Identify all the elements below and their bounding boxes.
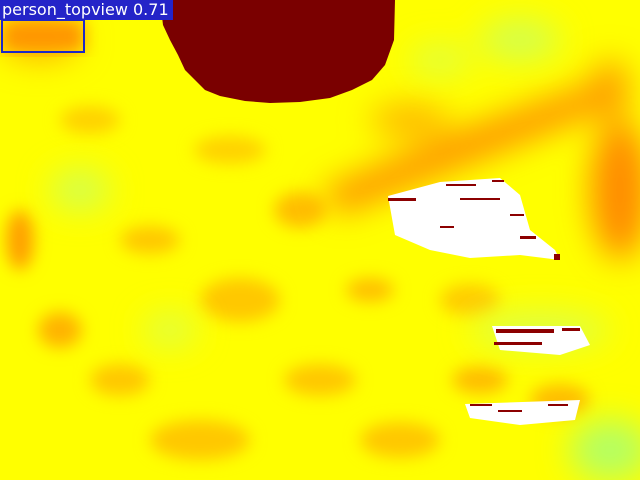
warm-regions <box>6 106 590 460</box>
detection-box <box>1 19 85 53</box>
detection-confidence: 0.71 <box>133 0 169 19</box>
detection-class: person_topview <box>2 0 128 19</box>
detection-label: person_topview 0.71 <box>0 0 173 20</box>
detected-person-region <box>3 21 83 51</box>
saturated-regions <box>388 178 590 425</box>
hot-streaks <box>388 180 580 412</box>
hot-object <box>160 0 395 103</box>
